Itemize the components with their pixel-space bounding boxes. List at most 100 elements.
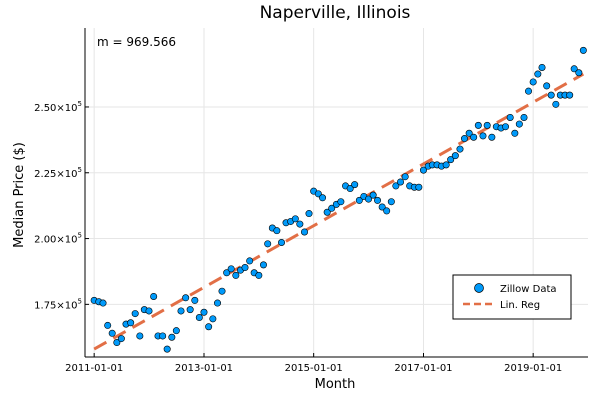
legend-box: [452, 274, 572, 320]
data-point: [383, 207, 391, 215]
data-point: [127, 319, 135, 327]
data-point: [552, 100, 560, 108]
y-tick-label: 2.25×105: [34, 166, 82, 180]
data-point: [218, 287, 226, 295]
data-point: [232, 271, 240, 279]
data-point: [547, 91, 555, 99]
data-point: [337, 198, 345, 206]
data-point: [474, 121, 482, 129]
data-point: [136, 332, 144, 340]
data-point: [442, 161, 450, 169]
data-point: [168, 333, 176, 341]
data-point: [319, 194, 327, 202]
data-point: [470, 133, 478, 141]
data-point: [387, 198, 395, 206]
y-tick-label: 2.50×105: [34, 100, 82, 114]
data-point: [305, 210, 313, 218]
data-point: [543, 82, 551, 90]
data-point: [209, 315, 217, 323]
data-point: [314, 190, 322, 198]
data-point: [323, 208, 331, 216]
data-point: [291, 215, 299, 223]
data-point: [575, 69, 583, 77]
data-point: [461, 135, 469, 143]
data-point: [579, 46, 587, 54]
data-point: [515, 120, 523, 128]
x-axis-label: Month: [315, 377, 356, 392]
data-point: [159, 332, 167, 340]
data-point: [401, 173, 409, 181]
data-point: [108, 329, 116, 337]
data-point: [392, 182, 400, 190]
x-tick-label: 2017-01-01: [394, 363, 452, 374]
data-point: [150, 292, 158, 300]
data-point: [191, 296, 199, 304]
data-point: [502, 123, 510, 131]
axes: [84, 28, 588, 358]
y-tick-label: 1.75×105: [34, 297, 82, 311]
x-tick-label: 2015-01-01: [285, 363, 343, 374]
series-layer: [90, 46, 587, 353]
data-point: [200, 308, 208, 316]
data-point: [369, 191, 377, 199]
data-point: [511, 129, 519, 137]
data-point: [351, 181, 359, 189]
data-point: [264, 240, 272, 248]
legend: Zillow Data Lin. Reg: [452, 274, 572, 320]
data-point: [488, 133, 496, 141]
data-point: [296, 220, 304, 228]
x-tick-label: 2013-01-01: [175, 363, 233, 374]
legend-label-linreg: Lin. Reg: [500, 300, 540, 311]
data-point: [534, 70, 542, 78]
data-point: [447, 156, 455, 164]
data-point: [451, 152, 459, 160]
data-point: [365, 195, 373, 203]
data-point: [328, 204, 336, 212]
slope-annotation: m = 969.566: [97, 35, 176, 49]
data-point: [355, 196, 363, 204]
data-point: [278, 239, 286, 247]
data-point: [177, 307, 185, 315]
x-tick-labels: 2011-01-01 2013-01-01 2015-01-01 2017-01-01…: [65, 353, 562, 374]
data-point: [520, 113, 528, 121]
data-point: [195, 314, 203, 322]
regression-line: [93, 72, 585, 351]
data-point: [419, 166, 427, 174]
legend-label-zillow: Zillow Data: [500, 284, 557, 295]
data-point: [182, 294, 190, 302]
data-point: [172, 327, 180, 335]
data-point: [246, 257, 254, 265]
x-tick-label: 2019-01-01: [504, 363, 562, 374]
data-point: [525, 87, 533, 95]
data-point: [117, 335, 125, 343]
y-tick-label: 2.00×105: [34, 232, 82, 246]
data-point: [223, 269, 231, 277]
data-point: [163, 345, 171, 353]
chart-title: Naperville, Illinois: [260, 3, 411, 23]
data-point: [214, 299, 222, 307]
data-point: [346, 185, 354, 193]
y-tick-labels: 1.75×105 2.00×105 2.25×105 2.50×105: [34, 100, 89, 311]
data-point: [397, 178, 405, 186]
y-axis-label: Median Price ($): [12, 142, 27, 248]
data-point: [145, 307, 153, 315]
data-point: [566, 91, 574, 99]
data-point: [113, 339, 121, 347]
data-point: [374, 196, 382, 204]
data-point: [205, 323, 213, 331]
data-point: [538, 63, 546, 71]
data-point: [415, 183, 423, 191]
data-point: [99, 299, 107, 307]
data-point: [378, 203, 386, 211]
data-point: [186, 306, 194, 314]
data-point: [300, 228, 308, 236]
x-tick-label: 2011-01-01: [65, 363, 123, 374]
data-point: [506, 113, 514, 121]
data-point: [570, 65, 578, 73]
data-point: [241, 264, 249, 272]
grid: [85, 28, 588, 357]
data-point: [227, 265, 235, 273]
data-point: [479, 132, 487, 140]
data-point: [456, 145, 464, 153]
